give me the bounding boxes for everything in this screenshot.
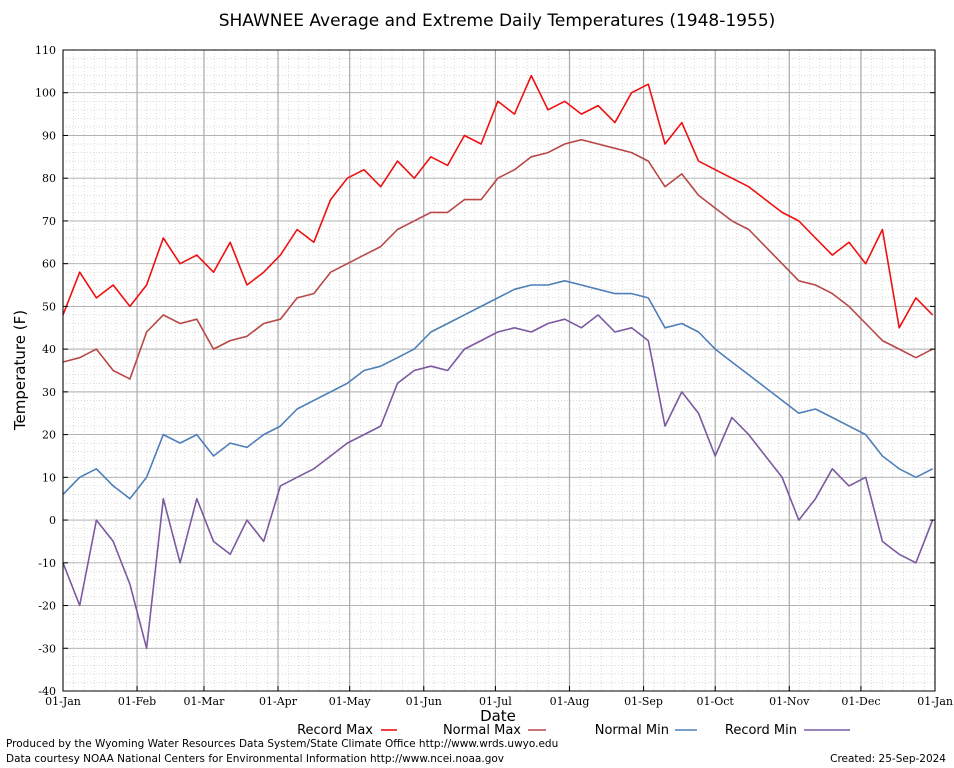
series-line-normal-min — [62, 279, 933, 500]
y-axis-ticks: -40 -30 -20 -10 0 10 20 30 40 50 60 70 80 90 100 110 — [35, 44, 935, 698]
y-tick-label: 70 — [42, 215, 56, 228]
legend-label: Normal Min — [595, 723, 669, 738]
y-tick-label: -10 — [38, 557, 56, 570]
legend: Record Max Normal Max Normal Min Record Min — [297, 723, 850, 738]
y-tick-label: -30 — [38, 642, 56, 655]
legend-label: Normal Max — [443, 723, 521, 738]
x-tick-label: 01-Jan — [45, 695, 81, 708]
plot-border — [62, 49, 936, 692]
series-line-record-min — [62, 314, 934, 650]
y-tick-label: 40 — [42, 343, 56, 356]
legend-label: Record Min — [725, 723, 797, 738]
y-tick-label: -40 — [38, 685, 56, 698]
x-tick-label: 01-Jun — [406, 695, 442, 708]
y-tick-label: 60 — [42, 258, 56, 271]
y-tick-label: 90 — [42, 129, 56, 142]
x-tick-label: 01-Jan — [917, 695, 953, 708]
x-axis-ticks: 01-Jan 01-Feb 01-Mar 01-Apr 01-May 01-Jun 01-J… — [45, 686, 953, 708]
y-tick-label: 20 — [42, 429, 56, 442]
series-lines — [62, 74, 934, 650]
x-tick-label: 01-Feb — [118, 695, 156, 708]
x-axis-label: Date — [480, 707, 516, 725]
y-tick-label: 50 — [42, 300, 56, 313]
x-tick-label: 01-Apr — [259, 695, 298, 708]
x-tick-label: 01-Jul — [479, 695, 512, 708]
footer-credit: Produced by the Wyoming Water Resources … — [6, 738, 559, 750]
x-tick-label: 01-Oct — [697, 695, 735, 708]
plot-frame — [62, 49, 936, 692]
footer-created-date: Created: 25-Sep-2024 — [830, 753, 946, 765]
series-line-normal-max — [62, 138, 933, 380]
x-tick-label: 01-Mar — [184, 695, 226, 708]
x-tick-label: 01-Nov — [769, 695, 810, 708]
footer-data-source: Data courtesy NOAA National Centers for … — [6, 753, 505, 765]
y-tick-label: -20 — [38, 600, 56, 613]
plot-area — [63, 50, 935, 691]
chart-title: SHAWNEE Average and Extreme Daily Temper… — [219, 11, 776, 31]
y-tick-label: 110 — [35, 44, 56, 57]
y-tick-label: 30 — [42, 386, 56, 399]
y-tick-label: 0 — [49, 514, 56, 527]
x-tick-label: 01-Dec — [841, 695, 880, 708]
legend-label: Record Max — [297, 723, 373, 738]
x-tick-label: 01-Aug — [550, 695, 590, 708]
y-tick-label: 10 — [42, 471, 56, 484]
x-tick-label: 01-Sep — [624, 695, 663, 708]
plot-background — [63, 50, 935, 691]
x-tick-label: 01-May — [329, 695, 372, 708]
y-tick-label: 80 — [42, 172, 56, 185]
y-axis-label: Temperature (F) — [11, 310, 29, 431]
series-line-record-max — [62, 74, 934, 329]
y-tick-label: 100 — [35, 87, 56, 100]
